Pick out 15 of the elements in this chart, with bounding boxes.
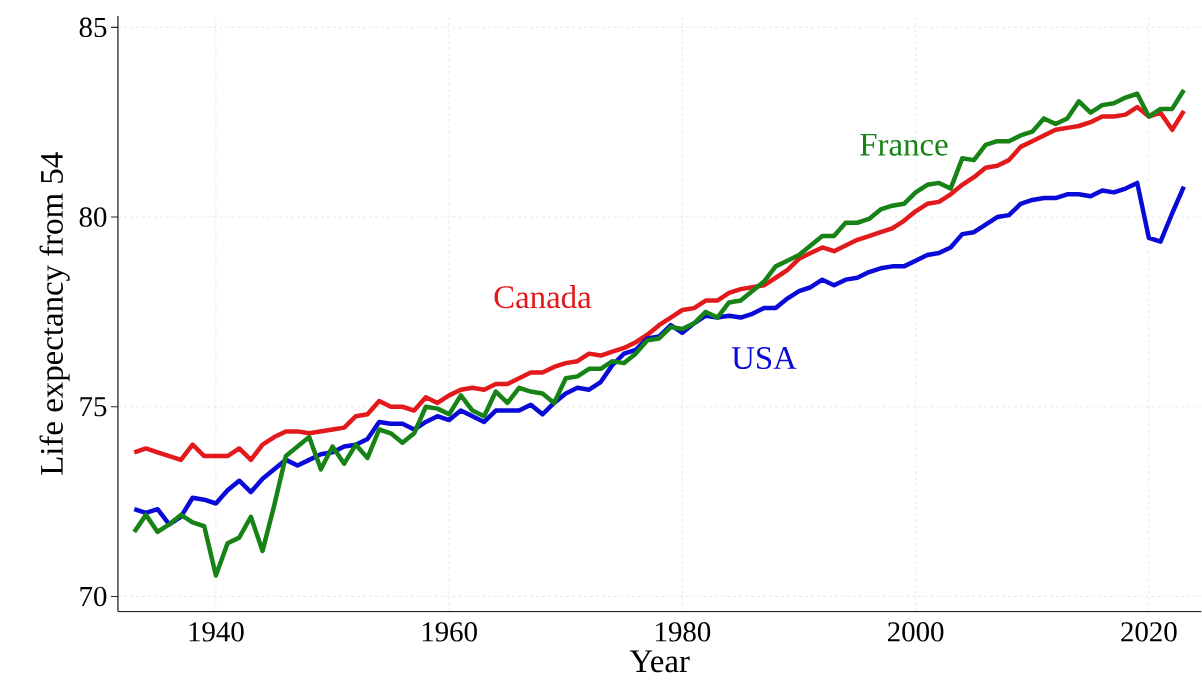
x-axis-title: Year (629, 650, 690, 673)
y-tick-label: 80 (79, 207, 107, 228)
x-tick-label: 1960 (422, 622, 477, 642)
series-label: France (860, 134, 948, 156)
series-label: Canada (494, 285, 592, 309)
y-tick-label: 85 (79, 17, 107, 38)
x-tick-label: 2000 (888, 622, 944, 642)
x-tick-label: 2020 (1121, 622, 1177, 642)
x-tick-label: 1980 (656, 622, 711, 642)
y-tick-label: 70 (80, 586, 107, 607)
series-label: USA (731, 347, 797, 370)
x-tick-label: 1940 (189, 622, 244, 642)
y-axis-title: Life expectancy from 54 (39, 152, 70, 475)
line-series (132, 87, 1187, 579)
y-tick-label: 75 (80, 397, 107, 417)
